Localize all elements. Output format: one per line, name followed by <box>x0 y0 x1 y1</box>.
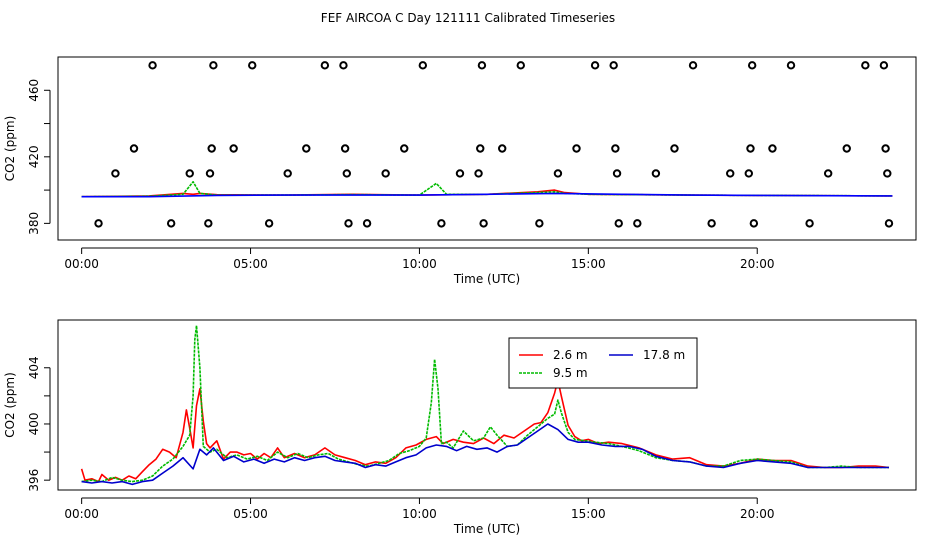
calibration-point <box>842 144 851 153</box>
legend-label: 17.8 m <box>643 348 685 362</box>
calibration-point <box>418 61 428 70</box>
x-tick-label: 15:00 <box>571 507 606 521</box>
y-tick-label: 396 <box>27 469 41 492</box>
calibration-point <box>609 61 618 70</box>
calibration-point <box>111 169 120 178</box>
calibration-point <box>302 144 311 153</box>
y-axis-label: CO2 (ppm) <box>3 116 17 182</box>
y-tick-label: 380 <box>27 212 41 235</box>
calibration-point <box>747 61 757 70</box>
calibration-point <box>884 219 894 228</box>
calibration-point <box>129 144 139 153</box>
calibration-point <box>749 219 759 228</box>
calibration-point <box>879 61 889 70</box>
calibration-point <box>474 169 483 178</box>
calibration-point <box>264 219 274 228</box>
calibration-point <box>768 144 777 153</box>
top-panel: 00:00 05:00 10:00 15:00 20:00 Time (UTC) 380 42… <box>3 56 917 286</box>
calibration-point <box>633 219 642 228</box>
x-tick-label: 00:00 <box>64 507 99 521</box>
calibration-point <box>726 169 735 178</box>
x-tick-label: 15:00 <box>571 257 606 271</box>
calibration-point <box>248 61 257 70</box>
calibration-point <box>185 169 194 178</box>
calibration-point <box>477 61 487 70</box>
x-tick-label: 10:00 <box>402 257 437 271</box>
x-tick-label: 05:00 <box>233 507 268 521</box>
y-tick-label: 460 <box>27 79 41 102</box>
calibration-point <box>205 169 215 178</box>
legend-label: 2.6 m <box>553 348 588 362</box>
calibration-point <box>437 219 446 228</box>
calibration-point <box>400 144 409 153</box>
calibration-point <box>590 61 600 70</box>
calibration-point <box>207 144 216 153</box>
calibration-point <box>611 144 620 153</box>
legend-label: 9.5 m <box>553 366 588 380</box>
calibration-point <box>688 61 698 70</box>
calibration-point <box>340 144 350 153</box>
calibration-point <box>479 219 488 228</box>
calibration-point <box>283 169 292 178</box>
calibration-point <box>320 61 330 70</box>
calibration-point <box>823 169 833 178</box>
calibration-point <box>204 219 213 228</box>
y-tick-label: 404 <box>27 356 41 379</box>
x-axis-label: Time (UTC) <box>453 272 520 286</box>
y-axis-label: CO2 (ppm) <box>3 372 17 438</box>
calibration-point <box>707 219 716 228</box>
calibration-point <box>339 61 348 70</box>
calibration-point <box>209 61 218 70</box>
x-tick-label: 20:00 <box>740 507 775 521</box>
calibration-point <box>651 169 661 178</box>
y-tick-label: 400 <box>27 413 41 436</box>
x-tick-label: 05:00 <box>233 257 268 271</box>
calibration-point <box>455 169 465 178</box>
calibration-point <box>786 61 796 70</box>
calibration-point <box>744 169 753 178</box>
calibration-point <box>612 169 622 178</box>
x-tick-label: 10:00 <box>402 507 437 521</box>
calibration-point <box>148 61 157 70</box>
series-line-9-5-m <box>81 324 889 483</box>
calibration-point <box>362 219 372 228</box>
calibration-point <box>670 144 679 153</box>
calibration-point <box>746 144 755 153</box>
calibration-point <box>805 219 814 228</box>
legend: 2.6 m 17.8 m 9.5 m <box>508 337 698 389</box>
calibration-point <box>553 169 563 178</box>
calibration-point <box>229 144 238 153</box>
calibration-point <box>861 61 870 70</box>
x-tick-label: 00:00 <box>64 257 99 271</box>
calibration-point <box>883 169 892 178</box>
series-line-17-8-m <box>81 423 889 486</box>
y-tick-label: 420 <box>27 145 41 168</box>
plot-frame <box>57 319 917 491</box>
legend-box <box>508 337 698 389</box>
calibration-point <box>498 144 507 153</box>
x-tick-label: 20:00 <box>740 257 775 271</box>
x-axis-label: Time (UTC) <box>453 522 520 536</box>
calibration-point <box>535 219 544 228</box>
plot-frame <box>57 56 917 241</box>
calibration-point <box>94 219 103 228</box>
calibration-point <box>572 144 581 153</box>
calibration-point <box>381 169 390 178</box>
calibration-point <box>476 144 485 153</box>
calibration-point <box>342 169 352 178</box>
calibration-point <box>614 219 623 228</box>
calibration-point <box>881 144 890 153</box>
figure-title: FEF AIRCOA C Day 121111 Calibrated Times… <box>321 11 615 25</box>
calibration-point <box>516 61 525 70</box>
calibration-point <box>166 219 176 228</box>
bottom-panel: 00:00 05:00 10:00 15:00 20:00 Time (UTC) 396 40… <box>3 319 917 536</box>
series-line-17-8-m <box>81 192 893 198</box>
calibration-point <box>344 219 353 228</box>
